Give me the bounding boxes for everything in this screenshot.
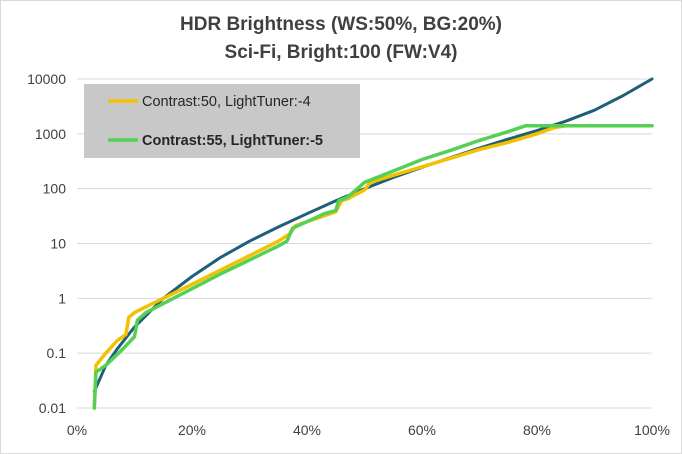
- y-tick-label: 0.01: [39, 400, 66, 416]
- y-axis-ticks: 0.01 0.1 1 10 100 1000 10000: [27, 71, 66, 416]
- legend-box: [84, 84, 360, 158]
- x-tick-label: 40%: [293, 422, 321, 438]
- y-tick-label: 1000: [35, 126, 66, 142]
- x-tick-label: 20%: [178, 422, 206, 438]
- legend-label-contrast-55: Contrast:55, LightTuner:-5: [142, 133, 323, 149]
- series-line-contrast-50: [92, 124, 654, 410]
- chart-title: HDR Brightness (WS:50%, BG:20%): [180, 14, 502, 35]
- y-tick-label: 10000: [27, 71, 66, 87]
- x-tick-label: 100%: [634, 422, 670, 438]
- y-tick-label: 1: [58, 290, 66, 306]
- x-tick-label: 60%: [408, 422, 436, 438]
- legend-label-contrast-50: Contrast:50, LightTuner:-4: [142, 94, 311, 110]
- plot-lines: [92, 77, 654, 410]
- series-line-contrast-55: [92, 124, 654, 410]
- chart-subtitle: Sci-Fi, Bright:100 (FW:V4): [225, 42, 458, 63]
- y-tick-label: 0.1: [47, 345, 67, 361]
- x-axis-ticks: 0% 20% 40% 60% 80% 100%: [67, 422, 670, 438]
- y-tick-label: 10: [50, 236, 66, 252]
- x-tick-label: 0%: [67, 422, 87, 438]
- legend: Contrast:50, LightTuner:-4 Contrast:55, …: [84, 84, 360, 158]
- y-tick-label: 100: [43, 181, 67, 197]
- x-tick-label: 80%: [523, 422, 551, 438]
